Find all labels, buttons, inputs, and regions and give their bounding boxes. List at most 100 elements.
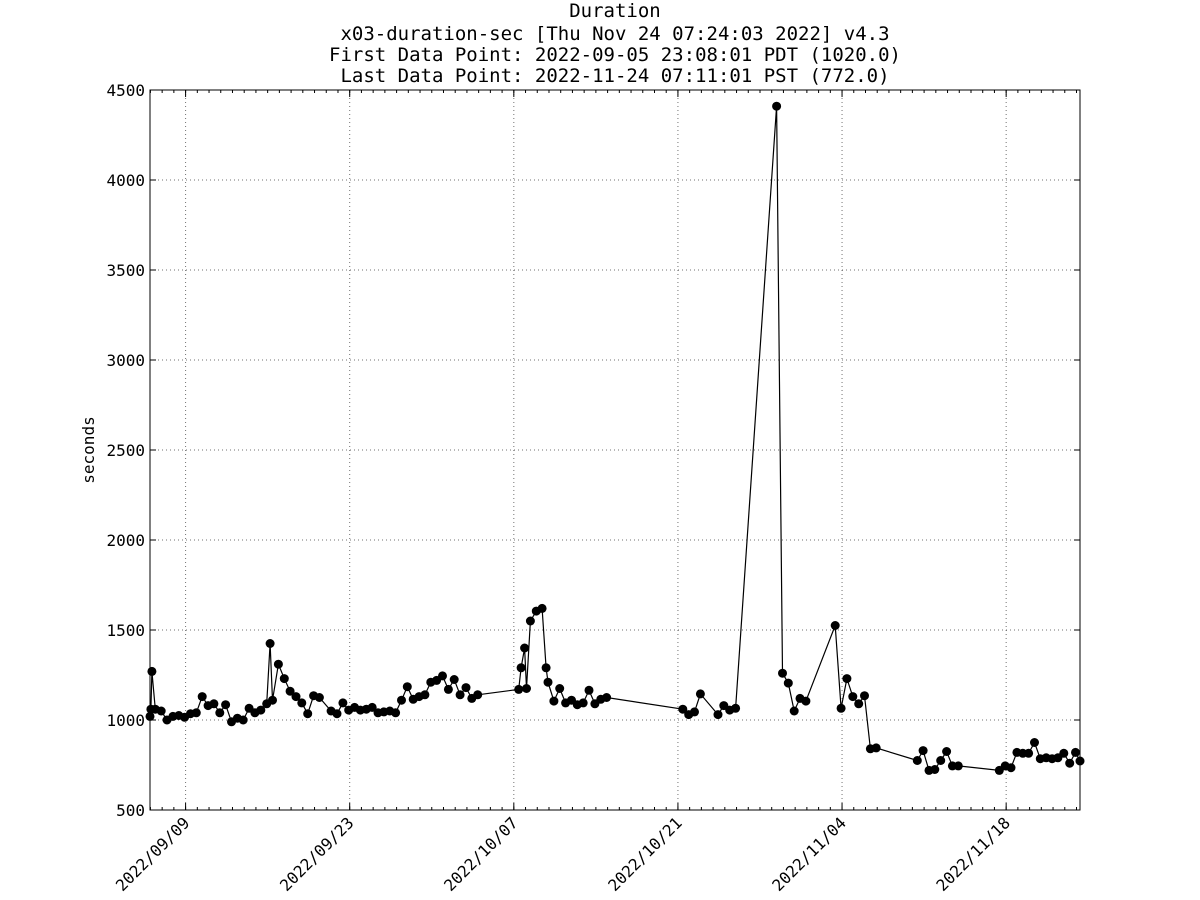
data-point bbox=[1006, 763, 1016, 773]
data-point bbox=[918, 746, 928, 756]
data-point bbox=[1071, 747, 1080, 757]
data-point bbox=[461, 683, 471, 693]
x-tick-label: 2022/10/21 bbox=[604, 813, 686, 895]
data-point bbox=[912, 756, 922, 765]
chart-title: Duration x03-duration-sec [Thu Nov 24 07… bbox=[329, 0, 901, 87]
y-tick-label: 3000 bbox=[106, 351, 145, 370]
data-point bbox=[147, 666, 157, 676]
data-point bbox=[265, 639, 275, 648]
data-point bbox=[731, 703, 741, 713]
data-point bbox=[602, 693, 612, 702]
data-point bbox=[854, 699, 864, 709]
data-point bbox=[221, 700, 231, 710]
data-point bbox=[297, 698, 307, 708]
data-point bbox=[1065, 758, 1075, 768]
y-tick-label: 3500 bbox=[106, 261, 145, 280]
data-point bbox=[789, 706, 799, 716]
data-point bbox=[268, 695, 277, 705]
data-point bbox=[1059, 748, 1069, 758]
data-point bbox=[197, 692, 207, 702]
data-point bbox=[438, 671, 447, 681]
data-point bbox=[942, 747, 952, 756]
data-point bbox=[285, 686, 295, 696]
data-point bbox=[836, 703, 846, 713]
data-point bbox=[871, 743, 881, 753]
data-point bbox=[391, 708, 401, 718]
y-tick-label: 4000 bbox=[106, 171, 145, 190]
data-point bbox=[455, 690, 465, 700]
data-point bbox=[842, 674, 852, 684]
y-tick-label: 2500 bbox=[106, 441, 145, 460]
data-point bbox=[516, 663, 526, 673]
y-tick-label: 1500 bbox=[106, 621, 145, 640]
data-point bbox=[520, 643, 530, 653]
title-line-4: Last Data Point: 2022-11-24 07:11:01 PST… bbox=[340, 65, 889, 87]
data-point bbox=[830, 621, 840, 630]
data-point bbox=[549, 696, 559, 706]
data-point bbox=[291, 692, 301, 702]
y-tick-label: 4500 bbox=[106, 81, 145, 100]
x-tick-label: 2022/09/23 bbox=[276, 813, 358, 895]
data-point bbox=[537, 603, 547, 613]
data-point bbox=[279, 674, 289, 684]
title-line-1: Duration bbox=[569, 0, 661, 22]
data-point bbox=[930, 765, 940, 774]
y-axis-ticks: 500 1000 1500 2000 2500 3000 3500 4000 4500 bbox=[106, 81, 1080, 820]
x-axis-ticks: 2022/09/09 2022/09/23 2022/10/07 2022/10/21… bbox=[112, 90, 1077, 895]
data-point bbox=[514, 684, 524, 694]
grid-lines bbox=[150, 90, 1080, 810]
data-point bbox=[543, 677, 553, 687]
data-point bbox=[273, 659, 283, 669]
y-tick-label: 500 bbox=[116, 801, 145, 820]
data-point bbox=[690, 707, 699, 717]
data-point bbox=[713, 710, 723, 720]
y-axis-label: seconds bbox=[79, 416, 98, 483]
data-point bbox=[555, 684, 565, 693]
data-point bbox=[1024, 748, 1034, 758]
title-line-3: First Data Point: 2022-09-05 23:08:01 PD… bbox=[329, 44, 901, 66]
data-point bbox=[1030, 738, 1039, 747]
data-point bbox=[783, 678, 793, 688]
data-point bbox=[678, 704, 688, 714]
series-duration bbox=[145, 101, 1085, 775]
data-point bbox=[209, 699, 219, 709]
x-tick-label: 2022/11/18 bbox=[932, 813, 1014, 895]
data-point bbox=[522, 684, 531, 693]
data-point bbox=[338, 698, 348, 708]
data-point bbox=[156, 706, 166, 716]
data-point bbox=[332, 709, 342, 719]
data-point bbox=[303, 709, 313, 719]
data-point bbox=[525, 616, 535, 626]
x-tick-label: 2022/10/07 bbox=[440, 813, 522, 895]
data-point bbox=[238, 715, 248, 725]
data-point bbox=[848, 692, 858, 702]
data-point bbox=[367, 702, 377, 712]
data-point bbox=[443, 684, 453, 694]
series-line bbox=[149, 106, 1081, 772]
x-tick-label: 2022/11/04 bbox=[768, 813, 850, 895]
data-point bbox=[402, 682, 412, 692]
data-point bbox=[936, 756, 946, 765]
data-point bbox=[449, 675, 459, 684]
plot-frame bbox=[149, 89, 1081, 811]
data-point bbox=[256, 705, 266, 715]
data-point bbox=[778, 668, 787, 678]
data-point bbox=[860, 691, 869, 701]
data-point bbox=[695, 689, 705, 699]
data-point bbox=[314, 693, 324, 702]
data-point bbox=[397, 695, 406, 705]
x-tick-label: 2022/09/09 bbox=[112, 813, 194, 895]
data-point bbox=[584, 685, 594, 695]
data-point bbox=[420, 690, 430, 700]
data-point bbox=[191, 708, 201, 718]
data-point bbox=[801, 696, 811, 706]
data-point bbox=[953, 761, 963, 771]
title-line-2: x03-duration-sec [Thu Nov 24 07:24:03 20… bbox=[340, 23, 889, 45]
data-point bbox=[578, 698, 588, 708]
data-point bbox=[215, 708, 225, 718]
y-tick-label: 1000 bbox=[106, 711, 145, 730]
data-point bbox=[473, 690, 483, 700]
data-point bbox=[772, 101, 782, 111]
data-point bbox=[541, 663, 551, 673]
